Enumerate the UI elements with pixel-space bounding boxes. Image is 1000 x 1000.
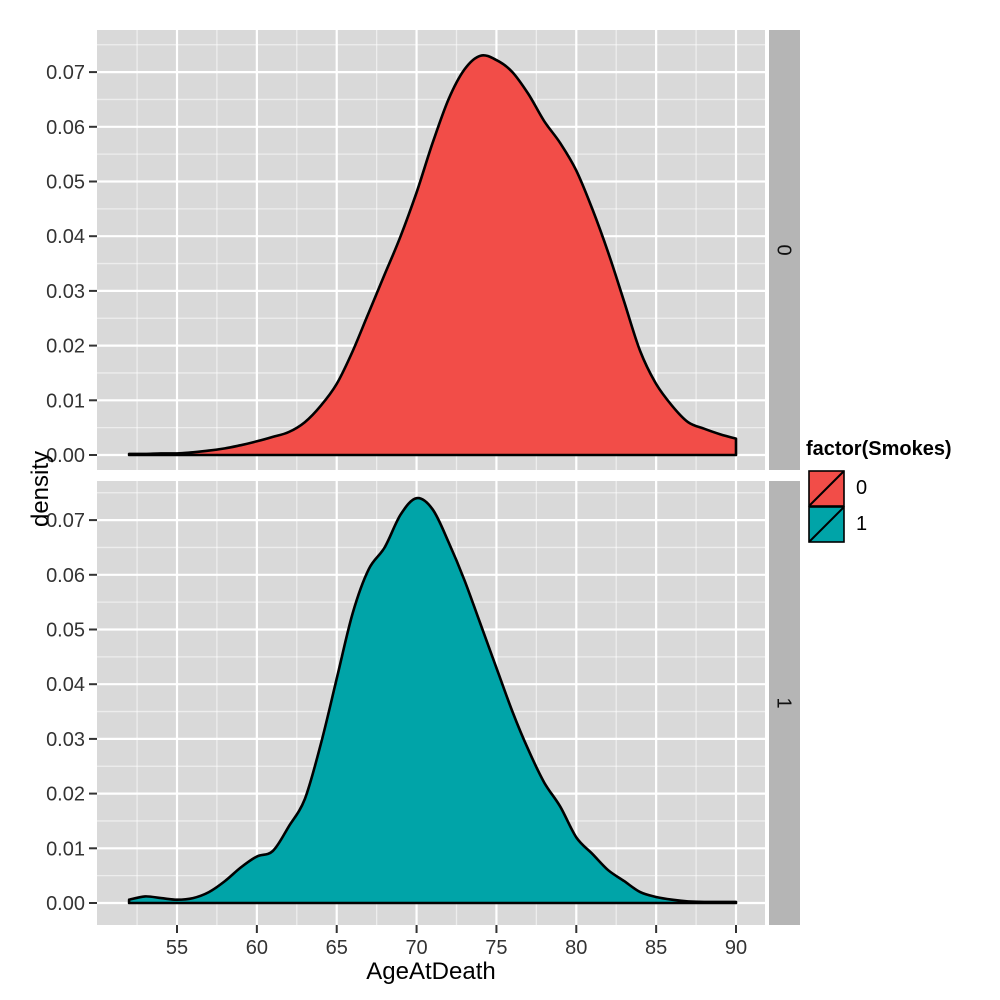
y-axis-tick-label: 0.02 bbox=[46, 336, 85, 358]
legend-label-0: 0 bbox=[856, 477, 868, 499]
y-axis-tick-label: 0.01 bbox=[46, 390, 85, 412]
x-axis-tick-label: 55 bbox=[166, 937, 188, 959]
x-axis-title: AgeAtDeath bbox=[366, 958, 496, 985]
legend: factor(Smokes) 0 1 bbox=[806, 438, 952, 543]
legend-label-1: 1 bbox=[856, 513, 868, 535]
y-axis-tick-label: 0.07 bbox=[46, 510, 85, 532]
y-axis-tick-label: 0.07 bbox=[46, 62, 85, 84]
x-axis-tick-label: 80 bbox=[565, 937, 587, 959]
y-axis-title: density bbox=[27, 450, 54, 528]
y-axis-tick-label: 0.03 bbox=[46, 281, 85, 303]
x-axis-tick-label: 75 bbox=[485, 937, 507, 959]
legend-item-smokes-1: 1 bbox=[808, 506, 952, 543]
facet-strip-1 bbox=[769, 481, 800, 925]
x-axis-tick-label: 65 bbox=[326, 937, 348, 959]
y-axis-tick-label: 0.01 bbox=[46, 838, 85, 860]
y-axis-tick-label: 0.03 bbox=[46, 729, 85, 751]
legend-item-smokes-0: 0 bbox=[808, 470, 952, 507]
facet-strip-label-1: 1 bbox=[773, 697, 795, 708]
facet-strip-0 bbox=[769, 30, 800, 470]
y-axis-tick-label: 0.04 bbox=[46, 226, 85, 248]
y-axis-tick-label: 0.06 bbox=[46, 117, 85, 139]
y-axis-tick-label: 0.05 bbox=[46, 172, 85, 194]
density-area-smokes-1 bbox=[127, 496, 738, 905]
y-axis-tick-label: 0.06 bbox=[46, 565, 85, 587]
legend-swatch-teal-icon bbox=[808, 506, 845, 543]
x-axis-tick-label: 90 bbox=[725, 937, 747, 959]
density-area-smokes-0 bbox=[127, 54, 738, 457]
y-axis-tick-label: 0.02 bbox=[46, 784, 85, 806]
x-axis-tick-label: 70 bbox=[405, 937, 427, 959]
x-axis-tick-label: 85 bbox=[645, 937, 667, 959]
x-axis-tick-label: 60 bbox=[246, 937, 268, 959]
legend-swatch-red-icon bbox=[808, 470, 845, 507]
facet-strip-label-0: 0 bbox=[773, 244, 795, 255]
y-axis-tick-label: 0.05 bbox=[46, 620, 85, 642]
y-axis-tick-label: 0.04 bbox=[46, 674, 85, 696]
legend-title: factor(Smokes) bbox=[806, 438, 952, 460]
y-axis-tick-label: 0.00 bbox=[46, 445, 85, 467]
y-axis-tick-label: 0.00 bbox=[46, 893, 85, 915]
